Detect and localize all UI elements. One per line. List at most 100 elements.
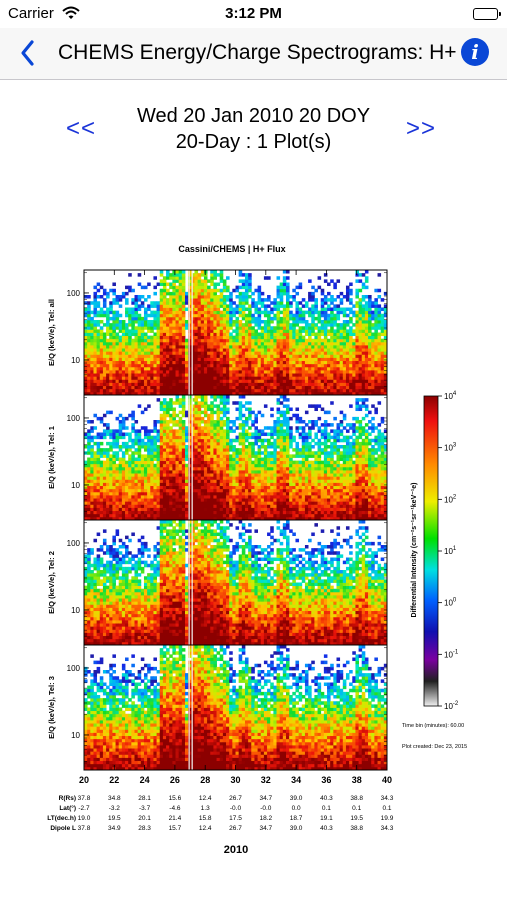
ephemeris-value: 39.0 xyxy=(290,825,303,832)
colorbar-label: Differential Intensity (cm⁻²s⁻¹sr⁻¹keV⁻¹… xyxy=(411,483,418,618)
info-icon[interactable]: i xyxy=(461,38,489,66)
plot-created-note: Plot created: Dec 23, 2015 xyxy=(402,744,467,750)
ephemeris-value: -0.0 xyxy=(260,805,272,812)
ephemeris-value: 19.5 xyxy=(350,815,363,822)
ephemeris-value: 15.7 xyxy=(169,825,182,832)
y-tick-label: 100 xyxy=(67,414,81,423)
x-tick-label: 24 xyxy=(140,775,150,785)
ephemeris-value: 19.1 xyxy=(320,815,333,822)
y-tick-label: 100 xyxy=(67,289,81,298)
y-tick-label: 10 xyxy=(71,731,80,740)
ephemeris-value: 28.3 xyxy=(138,825,151,832)
chevron-left-icon[interactable] xyxy=(18,38,38,68)
ephemeris-value: 0.1 xyxy=(382,805,391,812)
panel-y-label: E/Q (keV/e), Tel: all xyxy=(47,299,56,366)
ephemeris-value: 34.9 xyxy=(108,825,121,832)
ephemeris-value: -0.0 xyxy=(230,805,242,812)
wifi-icon xyxy=(62,6,80,19)
ephemeris-value: -2.7 xyxy=(78,805,90,812)
ephemeris-value: 20.1 xyxy=(138,815,151,822)
x-tick-label: 20 xyxy=(79,775,89,785)
ephemeris-value: 21.4 xyxy=(169,815,182,822)
range-subtitle: 20-Day : 1 Plot(s) xyxy=(175,131,332,153)
ephemeris-value: 26.7 xyxy=(229,795,242,802)
colorbar-tick-label: 102 xyxy=(444,494,457,504)
ephemeris-value: 0.1 xyxy=(352,805,361,812)
colorbar-tick-label: 104 xyxy=(444,391,457,401)
ephemeris-value: 38.8 xyxy=(350,795,363,802)
y-tick-label: 10 xyxy=(71,606,80,615)
x-axis-label: 2010 xyxy=(224,844,248,856)
ephemeris-value: 15.6 xyxy=(169,795,182,802)
ephemeris-value: 39.0 xyxy=(290,795,303,802)
colorbar-tick-label: 101 xyxy=(444,546,457,556)
y-tick-label: 10 xyxy=(71,481,80,490)
nav-title: CHEMS Energy/Charge Spectrograms: H+ xyxy=(58,41,457,64)
date-title: Wed 20 Jan 2010 20 DOY xyxy=(136,105,371,127)
x-tick-label: 32 xyxy=(261,775,271,785)
panel-y-label: E/Q (keV/e), Tel: 3 xyxy=(47,676,56,739)
spectrogram-panel: 100 10 E/Q (keV/e), Tel: all xyxy=(47,269,388,396)
previous-button[interactable]: << xyxy=(66,115,97,142)
ephemeris-value: 19.0 xyxy=(78,815,91,822)
x-tick-label: 22 xyxy=(109,775,119,785)
ephemeris-value: 18.2 xyxy=(259,815,272,822)
spectrogram-panel: 100 10 E/Q (keV/e), Tel: 2 xyxy=(47,519,388,646)
x-tick-label: 40 xyxy=(382,775,392,785)
ephemeris-value: 18.7 xyxy=(290,815,303,822)
ephemeris-value: 34.7 xyxy=(259,825,272,832)
colorbar-tick-label: 10-2 xyxy=(444,701,459,711)
y-tick-label: 100 xyxy=(67,539,81,548)
next-button[interactable]: >> xyxy=(406,115,437,142)
x-tick-label: 26 xyxy=(170,775,180,785)
spectrogram-panel: 100 10 E/Q (keV/e), Tel: 1 xyxy=(47,394,388,521)
spectrogram-panel: 100 10 E/Q (keV/e), Tel: 3 xyxy=(47,644,388,771)
ephemeris-value: 19.5 xyxy=(108,815,121,822)
x-tick-label: 38 xyxy=(352,775,362,785)
colorbar-tick-label: 100 xyxy=(444,598,457,608)
ephemeris-value: -3.2 xyxy=(109,805,121,812)
ephemeris-value: 34.7 xyxy=(259,795,272,802)
colorbar-tick-label: 10-1 xyxy=(444,649,459,659)
ephemeris-value: 34.3 xyxy=(381,795,394,802)
ephemeris-value: 1.3 xyxy=(201,805,210,812)
chart-title: Cassini/CHEMS | H+ Flux xyxy=(178,244,285,254)
time-bin-note: Time bin (minutes): 60.00 xyxy=(402,723,464,729)
ephemeris-value: 40.3 xyxy=(320,795,333,802)
ephemeris-value: 17.5 xyxy=(229,815,242,822)
carrier-label: Carrier xyxy=(8,5,54,22)
x-tick-label: 30 xyxy=(230,775,240,785)
ephemeris-value: 38.8 xyxy=(350,825,363,832)
ephemeris-value: -3.7 xyxy=(139,805,151,812)
ephemeris-label: Lat(°) xyxy=(59,804,76,812)
spectrogram-svg: Cassini/CHEMS | H+ Flux 100 10 E/Q (keV/e)… xyxy=(47,244,467,856)
ephemeris-value: 15.8 xyxy=(199,815,212,822)
battery-icon xyxy=(473,8,501,20)
x-tick-label: 28 xyxy=(200,775,210,785)
ephemeris-value: 12.4 xyxy=(199,795,212,802)
ephemeris-value: 34.3 xyxy=(381,825,394,832)
panel-y-label: E/Q (keV/e), Tel: 2 xyxy=(47,551,56,614)
ephemeris-label: R(Rs) xyxy=(59,795,76,802)
x-tick-label: 34 xyxy=(291,775,301,785)
ephemeris-value: 0.1 xyxy=(322,805,331,812)
ephemeris-value: 12.4 xyxy=(199,825,212,832)
x-tick-label: 36 xyxy=(321,775,331,785)
ephemeris-value: 40.3 xyxy=(320,825,333,832)
ephemeris-value: 28.1 xyxy=(138,795,151,802)
y-tick-label: 100 xyxy=(67,664,81,673)
ephemeris-value: 34.8 xyxy=(108,795,121,802)
navigation-bar: CHEMS Energy/Charge Spectrograms: H+ i xyxy=(0,28,507,80)
ephemeris-value: -4.6 xyxy=(169,805,181,812)
spectrogram-plot: Cassini/CHEMS | H+ Flux 100 10 E/Q (keV/e)… xyxy=(0,230,507,870)
y-tick-label: 10 xyxy=(71,356,80,365)
ephemeris-value: 26.7 xyxy=(229,825,242,832)
ephemeris-label: Dipole L xyxy=(50,825,76,832)
status-time: 3:12 PM xyxy=(225,5,282,22)
colorbar xyxy=(423,395,439,707)
ephemeris-label: LT(dec.h) xyxy=(47,815,76,822)
ephemeris-value: 0.0 xyxy=(292,805,301,812)
panel-y-label: E/Q (keV/e), Tel: 1 xyxy=(47,426,56,489)
ephemeris-value: 19.9 xyxy=(381,815,394,822)
ephemeris-value: 37.8 xyxy=(78,795,91,802)
